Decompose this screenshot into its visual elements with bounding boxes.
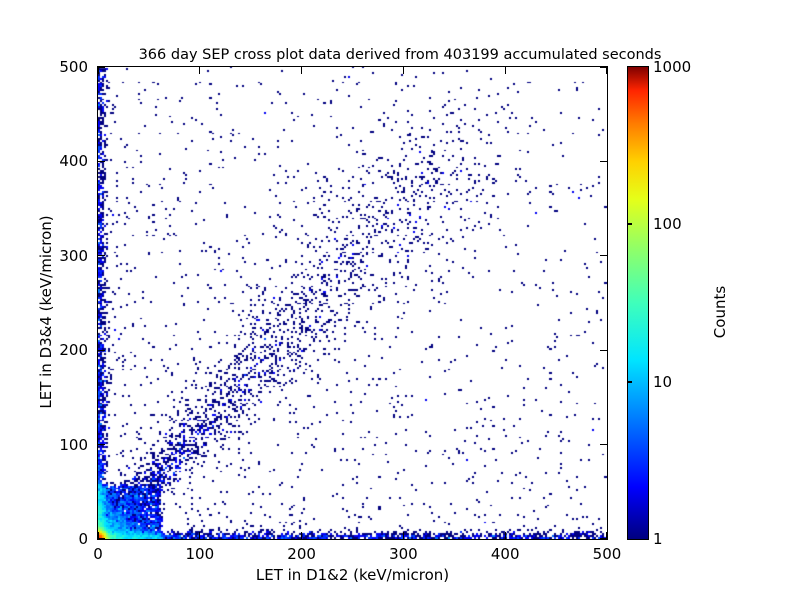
colorbar-gradient bbox=[628, 67, 648, 539]
density-scatter-plot bbox=[98, 67, 607, 539]
x-tick-300 bbox=[402, 67, 405, 74]
y-tick-label-200: 200 bbox=[59, 341, 88, 360]
y-tick-label-0: 0 bbox=[78, 530, 88, 548]
y-tick-label-300: 300 bbox=[59, 246, 88, 265]
y-tick-400 bbox=[600, 160, 607, 163]
x-tick-label-200: 200 bbox=[287, 545, 316, 563]
colorbar-tick-label-1: 1 bbox=[653, 530, 663, 548]
x-tick-300 bbox=[402, 532, 405, 539]
x-tick-400 bbox=[504, 67, 506, 74]
x-tick-500 bbox=[606, 67, 607, 74]
x-tick-label-300: 300 bbox=[389, 545, 418, 563]
y-tick-0 bbox=[98, 538, 105, 539]
y-tick-100 bbox=[600, 444, 607, 446]
y-tick-300 bbox=[98, 255, 105, 257]
x-tick-label-100: 100 bbox=[185, 545, 215, 563]
y-tick-500 bbox=[600, 67, 607, 68]
x-axis-label: LET in D1&2 (keV/micron) bbox=[255, 566, 450, 584]
y-tick-label-500: 500 bbox=[59, 58, 88, 76]
y-tick-200 bbox=[600, 349, 607, 351]
plot-title-line-1: 366 day SEP cross plot data derived from… bbox=[138, 47, 662, 63]
x-tick-label-400: 400 bbox=[490, 545, 520, 563]
y-axis-label: LET in D3&4 (keV/micron) bbox=[37, 215, 55, 409]
y-tick-label-400: 400 bbox=[59, 152, 88, 171]
colorbar-tick-label-10: 10 bbox=[653, 373, 673, 391]
x-tick-100 bbox=[199, 67, 201, 74]
y-tick-400 bbox=[98, 160, 105, 163]
x-tick-label-500: 500 bbox=[592, 545, 622, 563]
plot-area bbox=[97, 66, 608, 540]
x-tick-500 bbox=[606, 532, 607, 539]
y-tick-500 bbox=[98, 67, 105, 68]
x-tick-label-0: 0 bbox=[93, 545, 103, 563]
x-tick-200 bbox=[301, 532, 303, 539]
y-tick-200 bbox=[98, 349, 105, 351]
x-tick-200 bbox=[301, 67, 303, 74]
x-tick-0 bbox=[98, 532, 99, 539]
colorbar-tick-10 bbox=[627, 381, 632, 383]
y-tick-100 bbox=[98, 444, 105, 446]
y-tick-0 bbox=[600, 538, 607, 539]
colorbar-tick-label-1000: 1000 bbox=[653, 58, 692, 76]
colorbar bbox=[627, 66, 649, 540]
y-tick-label-100: 100 bbox=[59, 435, 88, 454]
x-tick-100 bbox=[199, 532, 201, 539]
x-tick-0 bbox=[98, 67, 99, 74]
y-tick-300 bbox=[600, 255, 607, 257]
x-tick-400 bbox=[504, 532, 506, 539]
colorbar-tick-label-100: 100 bbox=[653, 215, 682, 233]
colorbar-label: Counts bbox=[711, 285, 729, 339]
colorbar-tick-100 bbox=[627, 223, 632, 225]
